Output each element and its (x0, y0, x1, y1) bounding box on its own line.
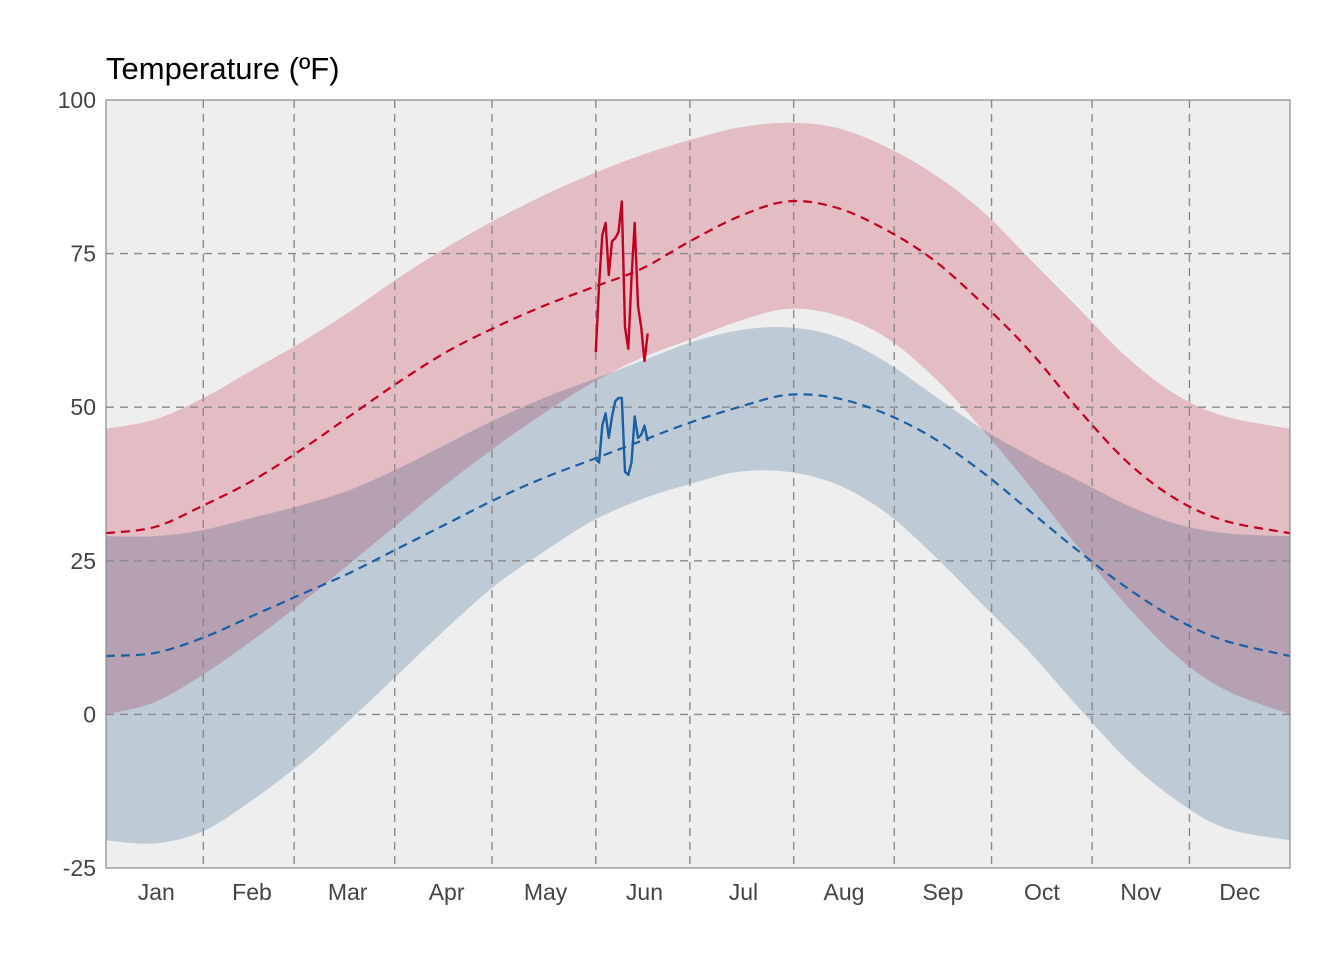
y-tick-label: 25 (70, 548, 96, 574)
low-temperature-band (106, 326, 1290, 844)
gridlines (106, 100, 1290, 868)
x-tick-label: Oct (1024, 879, 1060, 905)
x-tick-label: Jul (729, 879, 758, 905)
normal-high-line (105, 199, 1291, 535)
x-axis: Jan Feb Mar Apr May Jun Jul Aug Sep Oct Nov Dec (138, 879, 1260, 905)
high-band-area (106, 122, 1290, 715)
low-band-area (106, 326, 1290, 844)
x-tick-label: Mar (328, 879, 368, 905)
x-tick-label: Jun (626, 879, 663, 905)
y-axis: 100 75 50 25 0 -25 (58, 87, 96, 881)
x-tick-label: May (524, 879, 568, 905)
y-tick-label: 50 (70, 394, 96, 420)
observed-low-line (594, 396, 649, 476)
normal-low-line (105, 393, 1291, 658)
y-tick-label: 100 (58, 87, 96, 113)
high-temperature-band (106, 122, 1290, 715)
x-tick-label: Sep (922, 879, 963, 905)
y-tick-label: 75 (70, 241, 96, 267)
y-tick-label: -25 (63, 855, 96, 881)
chart-title: Temperature (ºF) (106, 51, 340, 86)
x-tick-label: Jan (138, 879, 175, 905)
x-tick-label: Dec (1219, 879, 1260, 905)
x-tick-label: Feb (232, 879, 272, 905)
x-tick-label: Aug (824, 879, 865, 905)
plot-border (105, 99, 1291, 869)
y-tick-label: 0 (83, 701, 96, 727)
x-tick-label: Apr (429, 879, 465, 905)
x-tick-label: Nov (1120, 879, 1161, 905)
observed-high-line (594, 200, 649, 363)
series-lines (105, 199, 1291, 658)
